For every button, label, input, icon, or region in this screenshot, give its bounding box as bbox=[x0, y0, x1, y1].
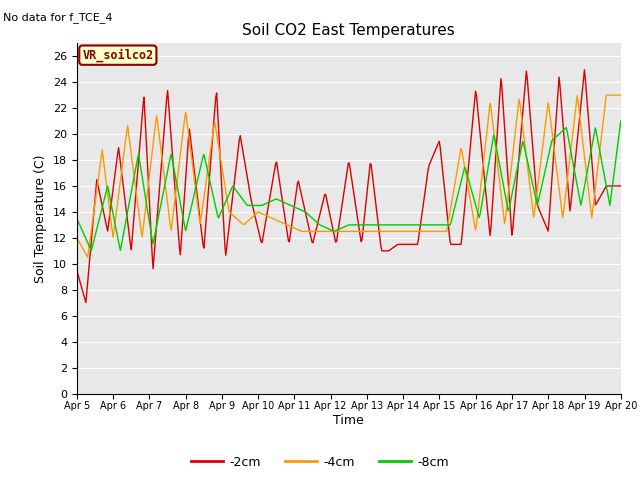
Line: -2cm: -2cm bbox=[77, 70, 621, 302]
-2cm bbox=[214, 107, 221, 113]
-4cm bbox=[483, 125, 491, 131]
-2cm bbox=[320, 195, 328, 201]
Legend: -2cm, -4cm, -8cm: -2cm, -4cm, -8cm bbox=[186, 451, 454, 474]
-8cm bbox=[88, 248, 95, 253]
-2cm bbox=[82, 300, 90, 305]
-4cm bbox=[73, 235, 81, 241]
-4cm bbox=[84, 254, 92, 260]
-2cm bbox=[170, 172, 178, 178]
-2cm bbox=[73, 267, 81, 273]
-4cm bbox=[604, 92, 611, 98]
-8cm bbox=[170, 166, 178, 172]
-2cm bbox=[437, 152, 445, 158]
-2cm bbox=[580, 67, 588, 72]
-4cm bbox=[617, 92, 625, 98]
X-axis label: Time: Time bbox=[333, 414, 364, 427]
-2cm bbox=[394, 241, 402, 247]
-8cm bbox=[320, 224, 328, 229]
-8cm bbox=[214, 213, 221, 218]
Line: -8cm: -8cm bbox=[77, 121, 621, 251]
-8cm bbox=[73, 216, 81, 221]
Text: No data for f_TCE_4: No data for f_TCE_4 bbox=[3, 12, 113, 23]
-4cm bbox=[394, 228, 402, 234]
-4cm bbox=[320, 228, 328, 234]
-4cm bbox=[437, 228, 445, 234]
-2cm bbox=[617, 183, 625, 189]
Y-axis label: Soil Temperature (C): Soil Temperature (C) bbox=[35, 154, 47, 283]
Line: -4cm: -4cm bbox=[77, 95, 621, 257]
-8cm bbox=[617, 118, 625, 124]
-8cm bbox=[437, 222, 445, 228]
Title: Soil CO2 East Temperatures: Soil CO2 East Temperatures bbox=[243, 23, 455, 38]
-2cm bbox=[483, 204, 491, 210]
Text: VR_soilco2: VR_soilco2 bbox=[82, 48, 154, 62]
-4cm bbox=[170, 204, 178, 210]
-8cm bbox=[394, 222, 402, 228]
-8cm bbox=[483, 169, 491, 175]
-4cm bbox=[214, 137, 221, 143]
